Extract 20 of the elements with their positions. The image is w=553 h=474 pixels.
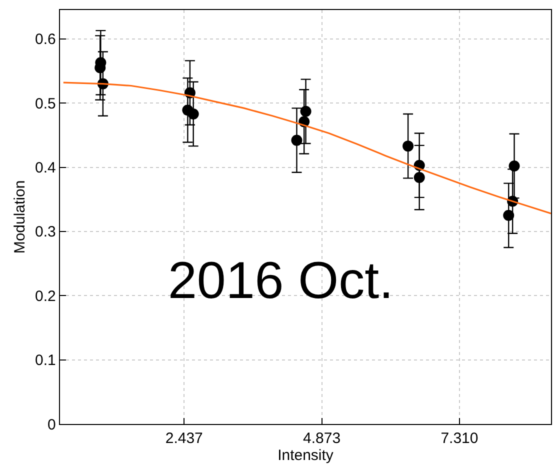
point	[300, 106, 312, 117]
point	[402, 140, 414, 152]
x-tick-label: 4.873	[302, 430, 341, 448]
y-tick-label: 0.1	[35, 352, 56, 370]
point	[503, 210, 514, 221]
y-tick-label: 0.2	[35, 288, 56, 305]
y-tick-label: 0.5	[35, 95, 56, 112]
x-tick-label: 7.310	[440, 430, 478, 448]
x-tick-label: 2.437	[165, 430, 203, 448]
y-tick-label: 0	[48, 416, 56, 434]
y-tick-label: 0.3	[35, 224, 56, 241]
y-tick-label: 0.4	[35, 160, 56, 177]
x-axis-title: Intensity	[278, 447, 334, 464]
y-axis-title: Modulation	[11, 180, 28, 254]
point	[188, 108, 199, 120]
point	[291, 134, 302, 146]
point	[414, 172, 425, 184]
y-tick-label: 0.6	[35, 31, 56, 48]
point	[508, 160, 520, 172]
annotation: 2016 Oct.	[168, 252, 394, 310]
